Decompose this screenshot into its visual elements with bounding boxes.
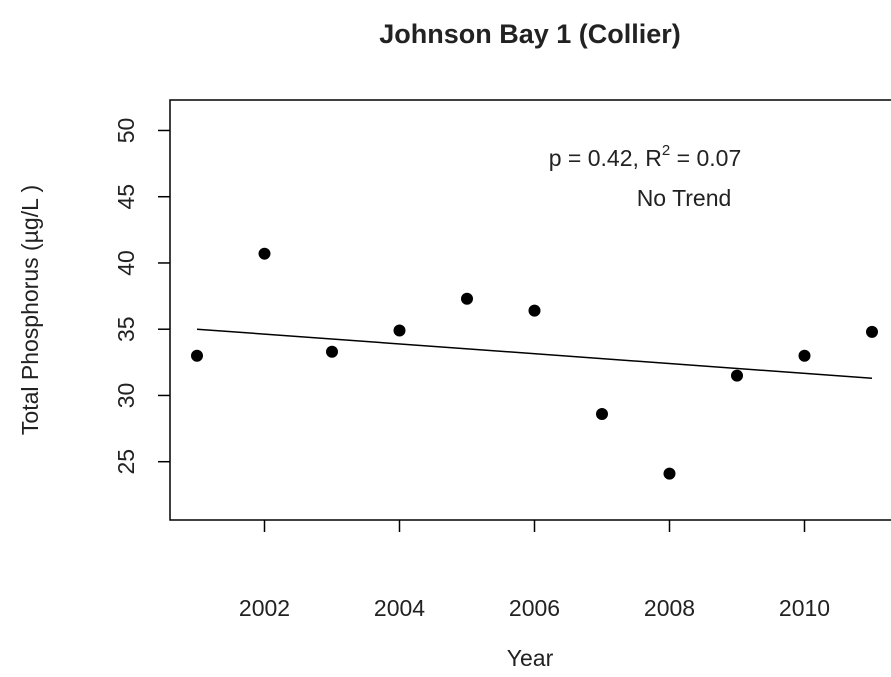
- x-tick-label: 2010: [779, 595, 830, 621]
- x-tick-label: 2008: [644, 595, 695, 621]
- y-tick-label: 35: [113, 316, 139, 342]
- trend-line: [196, 328, 873, 379]
- y-tick-label: 40: [113, 250, 139, 276]
- x-tick-label: 2002: [239, 595, 290, 621]
- x-axis-label: Year: [507, 645, 554, 671]
- x-tick-label: 2006: [509, 595, 560, 621]
- data-point: [663, 467, 676, 480]
- y-tick-label: 50: [113, 118, 139, 144]
- chart-title: Johnson Bay 1 (Collier): [379, 19, 681, 49]
- y-tick-label: 25: [113, 449, 139, 475]
- annotation-text: = 0.07: [670, 145, 741, 171]
- annotation-stat: p = 0.42, R2 = 0.07: [549, 142, 742, 171]
- data-point: [461, 292, 473, 305]
- y-tick-label: 45: [113, 184, 139, 210]
- data-point: [191, 349, 203, 362]
- data-point: [528, 304, 541, 317]
- annotation-trend: No Trend: [637, 185, 732, 211]
- data-point: [731, 369, 743, 382]
- y-axis-label: Total Phosphorus (µg/L ): [17, 185, 43, 435]
- data-point: [326, 345, 338, 358]
- data-point: [596, 408, 608, 421]
- annotation-superscript: 2: [662, 142, 670, 159]
- data-point: [798, 349, 811, 362]
- y-tick-label: 30: [113, 383, 139, 409]
- data-point: [866, 325, 878, 338]
- annotation-text: p = 0.42, R: [549, 145, 662, 171]
- data-point: [393, 324, 406, 337]
- data-point: [258, 247, 271, 260]
- x-tick-label: 2004: [374, 595, 425, 621]
